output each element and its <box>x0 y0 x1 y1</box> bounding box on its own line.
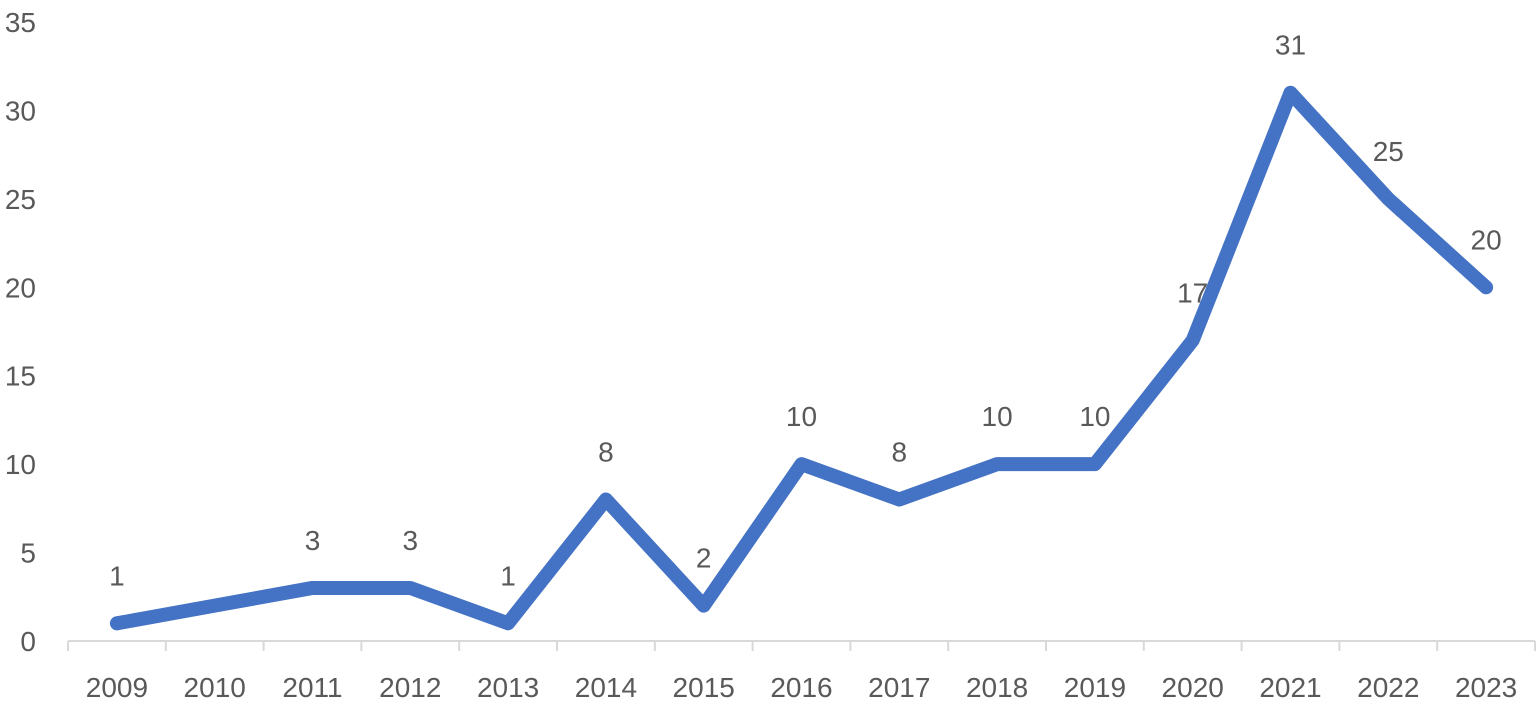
data-label: 1 <box>109 560 125 591</box>
x-tick-label: 2012 <box>379 672 441 703</box>
data-point <box>311 586 314 589</box>
data-label: 20 <box>1471 224 1502 255</box>
x-tick-label: 2017 <box>868 672 930 703</box>
data-point <box>507 622 510 625</box>
y-tick-label: 5 <box>20 538 36 569</box>
x-tick-label: 2013 <box>477 672 539 703</box>
data-point <box>702 604 705 607</box>
x-tick-label: 2009 <box>86 672 148 703</box>
data-label: 17 <box>1177 277 1208 308</box>
data-point <box>115 622 118 625</box>
data-point <box>1387 197 1390 200</box>
data-point <box>898 498 901 501</box>
x-tick-label: 2019 <box>1064 672 1126 703</box>
x-tick-label: 2011 <box>282 672 342 703</box>
y-tick-label: 0 <box>20 626 36 657</box>
x-tick-label: 2020 <box>1162 672 1224 703</box>
x-tick-label: 2018 <box>966 672 1028 703</box>
y-axis-ticks: 0 5 10 15 20 25 30 35 <box>5 7 36 657</box>
data-point <box>1289 91 1292 94</box>
y-tick-label: 15 <box>5 361 36 392</box>
x-tick-label: 2014 <box>575 672 637 703</box>
data-point <box>213 604 216 607</box>
series-line <box>109 85 1494 631</box>
x-tick-label: 2022 <box>1357 672 1419 703</box>
x-tick-label: 2015 <box>673 672 735 703</box>
data-label: 2 <box>696 543 712 574</box>
data-label: 10 <box>786 401 817 432</box>
data-label: 25 <box>1373 136 1404 167</box>
x-tick-label: 2016 <box>770 672 832 703</box>
data-point <box>1191 339 1194 342</box>
data-point <box>1485 286 1488 289</box>
y-tick-label: 10 <box>5 449 36 480</box>
y-tick-label: 35 <box>5 7 36 38</box>
x-tick-label: 2010 <box>184 672 246 703</box>
data-label: 10 <box>1079 401 1110 432</box>
data-label: 3 <box>403 525 419 556</box>
x-tick-label: 2023 <box>1455 672 1517 703</box>
data-point <box>409 586 412 589</box>
data-point <box>996 463 999 466</box>
y-tick-label: 20 <box>5 272 36 303</box>
data-label: 1 <box>500 560 516 591</box>
y-tick-label: 25 <box>5 184 36 215</box>
x-axis: 2009 2010 2011 2012 2013 2014 2015 2016 2017 2018… <box>67 640 1536 703</box>
data-point <box>604 498 607 501</box>
data-label: 10 <box>982 401 1013 432</box>
y-tick-label: 30 <box>5 95 36 126</box>
data-point <box>800 463 803 466</box>
series-layer <box>109 85 1494 631</box>
data-label: 8 <box>892 437 908 468</box>
data-label: 8 <box>598 437 614 468</box>
data-point <box>1093 463 1096 466</box>
data-label: 31 <box>1275 30 1306 61</box>
data-label: 3 <box>305 525 321 556</box>
x-tick-label: 2021 <box>1259 672 1321 703</box>
